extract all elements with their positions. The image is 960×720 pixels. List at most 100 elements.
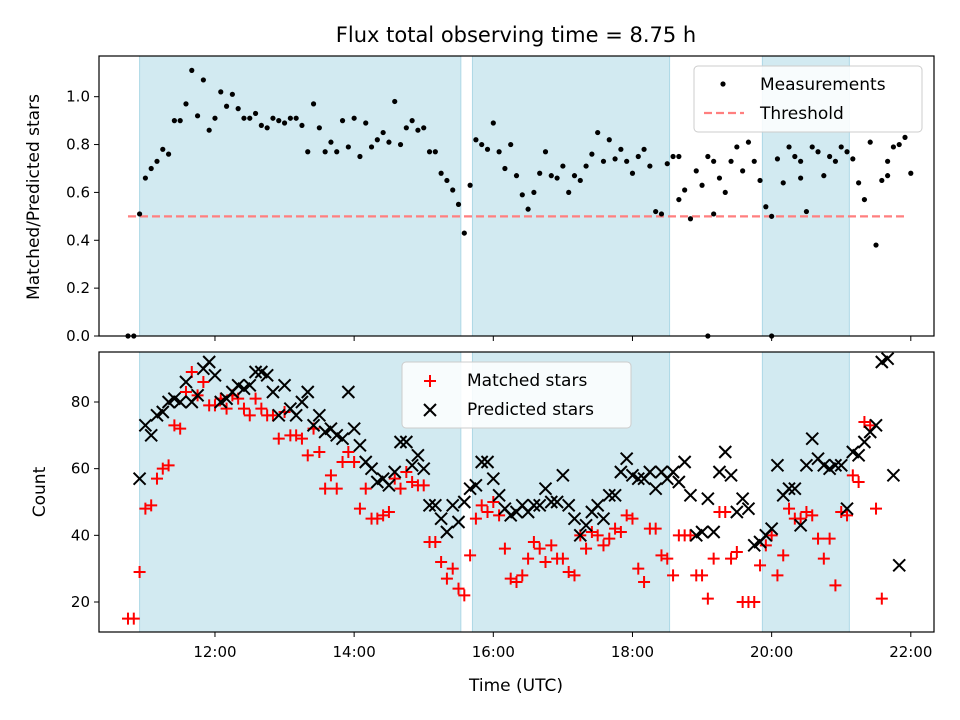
predicted-star-point [295,395,309,409]
measurement-point [484,146,491,152]
legend-measurements-label: Measurements [760,75,886,95]
measurement-point [397,141,404,148]
matched-star-point [342,446,355,458]
measurement-point [177,118,183,124]
bottom-y-tick-label: 80 [71,393,90,411]
top-y-axis-label: Matched/Predicted stars [24,94,44,300]
predicted-star-point [805,431,819,446]
predicted-star-point [301,385,315,399]
matched-star-point [817,552,830,565]
measurement-point [838,144,844,150]
matched-star-point [638,576,651,588]
measurement-point [577,177,583,184]
measurement-point [809,144,815,150]
measurement-point [363,120,369,126]
matched-star-point [580,542,593,555]
measurement-point [641,146,647,152]
measurement-point [183,101,189,107]
measurement-point [832,158,839,164]
predicted-star-point [561,498,576,513]
measurement-point [537,170,543,176]
bottom-legend-box [401,361,632,429]
measurement-point [206,127,212,133]
predicted-star-point [602,488,616,503]
predicted-star-point [550,495,564,509]
measurement-point [218,89,224,95]
measurement-point [189,67,195,73]
measurement-point [896,141,902,148]
predicted-star-point [492,488,506,503]
predicted-star-point [683,488,698,503]
measurement-point [508,141,514,148]
predicted-star-point [347,421,361,436]
measurement-point [467,182,473,188]
predicted-star-point [573,528,587,543]
measurement-point [502,165,508,172]
matched-star-point [353,502,366,515]
predicted-star-point [724,468,738,483]
top-y-tick-label: 0.0 [66,327,90,345]
predicted-star-point [770,458,785,473]
measurement-point [293,115,299,121]
measurement-point [867,139,873,145]
measurement-point [357,153,363,160]
measurement-point [815,149,821,155]
measurement-point [647,163,653,169]
matched-star-point [313,446,326,458]
matched-star-point [220,402,233,415]
matched-star-point [725,552,738,565]
measurement-point [554,175,560,181]
matched-star-point [394,482,407,495]
predicted-star-point [190,388,205,403]
predicted-star-point [312,408,327,423]
predicted-star-point [695,525,709,539]
legend-predicted-marker [423,403,437,417]
predicted-star-point [405,458,419,473]
measurement-point [589,151,595,157]
measurement-point [699,182,705,188]
matched-star-point [829,579,842,592]
measurement-point [531,189,537,196]
predicted-star-point [712,465,727,479]
matched-star-point [498,542,511,555]
measurement-point [374,137,380,143]
predicted-star-point [132,471,147,486]
matched-star-point [649,522,662,535]
measurement-point [270,115,276,121]
matched-star-point [748,596,761,608]
top-y-tick-label: 0.8 [66,136,90,154]
matched-star-point [667,569,680,582]
matched-star-point [696,569,709,582]
measurement-point [525,206,531,212]
predicted-star-point [451,515,466,529]
predicted-star-point [538,481,553,496]
measurement-point [287,115,293,121]
predicted-star-point [422,498,437,513]
legend-matched-marker [424,375,436,387]
bottom-x-tick-label: 20:00 [750,643,793,661]
top-x-ticks [214,336,912,341]
top-axes-frame [98,55,935,337]
measurement-point [618,146,624,152]
predicted-star-point [272,408,286,423]
measurement-point [711,211,717,217]
matched-star-point [255,402,268,415]
measurement-point [247,115,253,121]
measurement-point [519,192,525,198]
matched-star-point [435,556,448,568]
matched-star-point [208,399,221,412]
matched-star-point [684,529,697,542]
predicted-star-point [782,481,796,496]
measurement-point [235,106,241,112]
measurement-point [194,113,201,119]
measurement-point [165,151,172,157]
matched-star-point [469,512,482,525]
legend-measurements-marker [720,81,726,87]
matched-star-point [603,532,616,545]
measurement-point [154,158,160,164]
measurement-point [171,118,177,124]
predicted-star-point [266,385,280,399]
top-y-tick-label: 1.0 [66,88,90,106]
matched-star-point [359,482,372,495]
predicted-star-point [567,511,582,526]
